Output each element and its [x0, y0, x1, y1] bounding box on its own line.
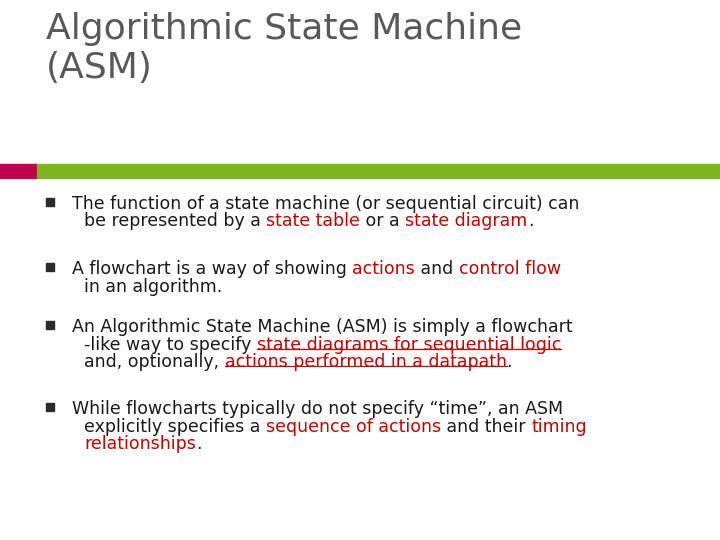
Text: actions performed in a datapath: actions performed in a datapath [225, 353, 507, 371]
Bar [46, 263, 54, 271]
Text: timing: timing [531, 417, 587, 435]
Text: or a: or a [360, 213, 405, 231]
Text: .: . [507, 353, 512, 371]
Text: control flow: control flow [459, 260, 561, 278]
Text: The function of a state machine (or sequential circuit) can: The function of a state machine (or sequ… [72, 195, 580, 213]
Text: -like way to specify: -like way to specify [84, 335, 257, 354]
Bar [46, 198, 54, 206]
Text: and: and [415, 260, 459, 278]
Text: .: . [528, 213, 533, 231]
Text: While flowcharts typically do not specify “time”, an ASM: While flowcharts typically do not specif… [72, 400, 563, 418]
Text: Algorithmic State Machine
(ASM): Algorithmic State Machine (ASM) [46, 12, 522, 85]
Text: be represented by a: be represented by a [84, 213, 266, 231]
Text: sequence of actions: sequence of actions [266, 417, 441, 435]
Bar [46, 321, 54, 329]
Text: actions: actions [352, 260, 415, 278]
Text: .: . [196, 435, 202, 453]
Text: in an algorithm.: in an algorithm. [84, 278, 222, 295]
Text: and their: and their [441, 417, 531, 435]
Text: state table: state table [266, 213, 360, 231]
Text: relationships: relationships [84, 435, 196, 453]
Text: explicitly specifies a: explicitly specifies a [84, 417, 266, 435]
Bar [37, 164, 720, 178]
Text: and, optionally,: and, optionally, [84, 353, 225, 371]
Bar [0, 164, 37, 178]
Bar [46, 403, 54, 411]
Text: state diagram: state diagram [405, 213, 528, 231]
Text: state diagrams for sequential logic: state diagrams for sequential logic [257, 335, 562, 354]
Text: An Algorithmic State Machine (ASM) is simply a flowchart: An Algorithmic State Machine (ASM) is si… [72, 318, 572, 336]
Text: A flowchart is a way of showing: A flowchart is a way of showing [72, 260, 352, 278]
